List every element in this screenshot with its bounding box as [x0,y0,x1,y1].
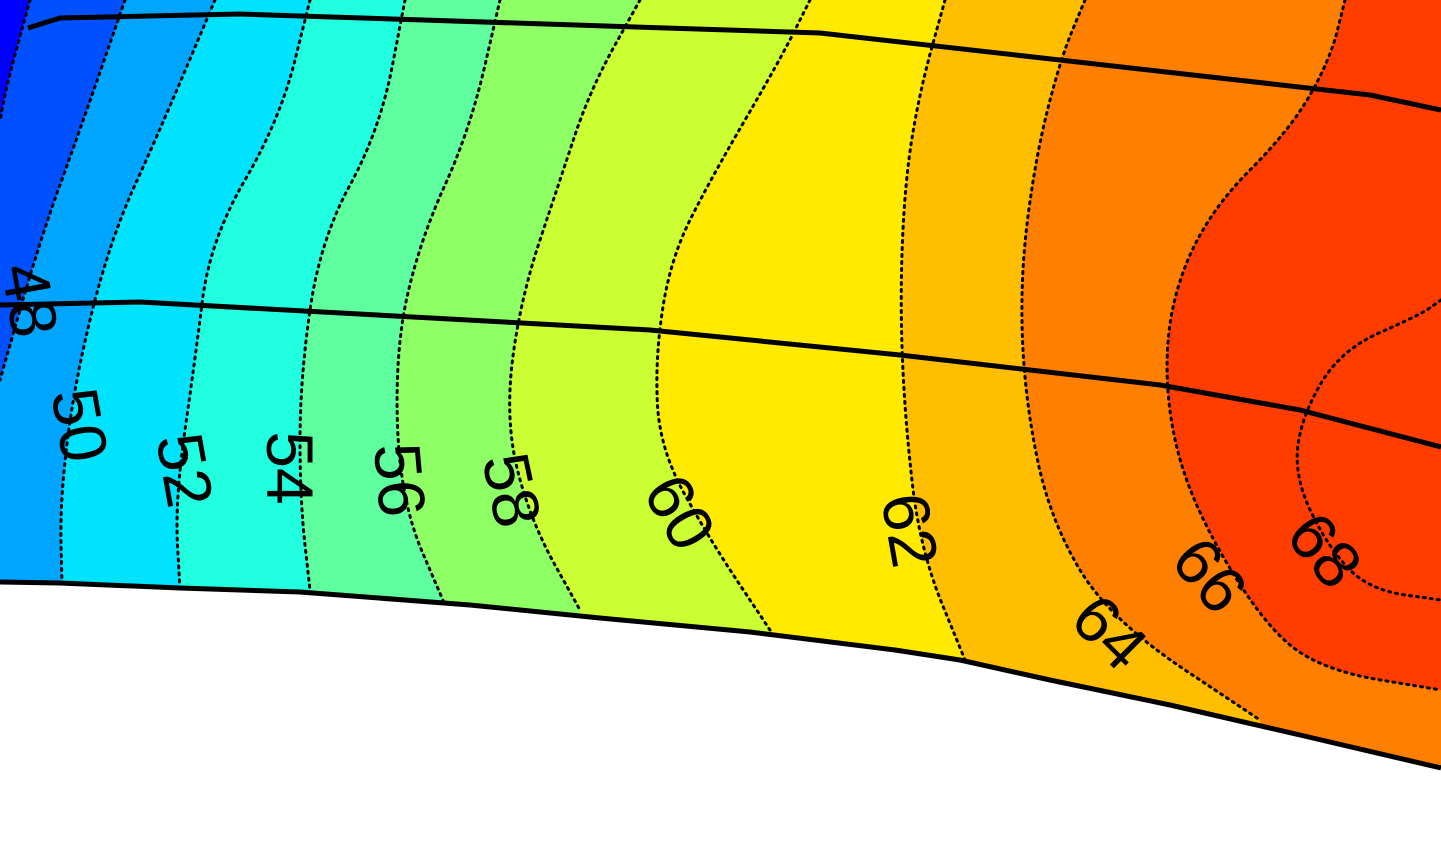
contour-line-58 [395,0,502,607]
band-top [1297,300,1441,600]
boundary-bottom-line [0,579,1441,771]
contour-line-66 [1020,0,1262,722]
contour-line-68 [1165,0,1441,692]
contour-label-58: 58 [468,446,556,533]
contour-line-64 [899,0,967,662]
contour-line-52 [59,0,217,587]
contour-line-50 [0,0,127,382]
contour-label-48: 48 [0,257,73,342]
boundary-middle-line [0,299,1441,450]
contour-label-52: 52 [142,427,228,512]
contour-label-50: 50 [37,382,123,467]
contour-line-62 [655,0,812,632]
contour-label-62: 62 [867,487,953,572]
contour-label-54: 54 [253,431,327,504]
contour-label-56: 56 [360,440,440,520]
contour-line-11 [1295,298,1441,602]
contour-line-60 [508,0,642,612]
contour-line-48 [0,0,32,122]
contour-line-56 [298,0,407,592]
boundary-top-line [27,11,1441,113]
contour-line-54 [175,0,312,592]
